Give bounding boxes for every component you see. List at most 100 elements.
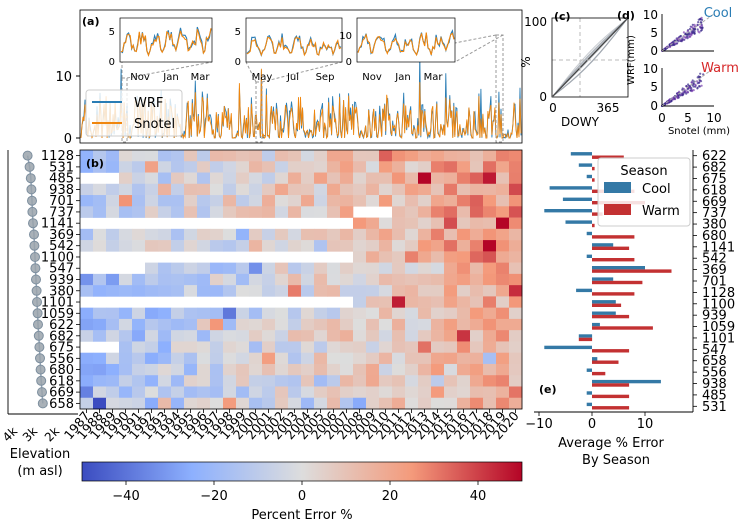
heatmap-station-label: 1128: [41, 149, 74, 164]
heatmap-cell: [405, 386, 419, 399]
panel-e-xlabel-line1: Average % Error: [558, 436, 664, 451]
heatmap-cell: [236, 195, 250, 207]
panel-d-point: [673, 43, 676, 47]
panel-c-frame: [551, 17, 629, 98]
colorbar-tick-label: 40: [470, 489, 487, 504]
heatmap-cell: [431, 352, 445, 365]
heatmap-cell: [275, 318, 289, 331]
heatmap-cell: [418, 273, 432, 286]
heatmap-cell: [249, 240, 263, 252]
zoom-connector: [245, 61, 257, 83]
heatmap-cell: [275, 363, 289, 376]
heatmap-cell: [366, 172, 380, 185]
heatmap-cell: [262, 397, 276, 410]
heatmap-cell: [509, 273, 523, 286]
heatmap-cell: [288, 285, 302, 297]
heatmap-cell: [457, 352, 471, 365]
heatmap-cell: [405, 262, 419, 275]
elevation-point: [33, 319, 43, 330]
heatmap-station-label: 938: [49, 183, 74, 198]
inset-xtick-label: Mar: [424, 72, 444, 83]
heatmap-cell: [405, 363, 419, 376]
panel-d-point: [700, 16, 703, 19]
heatmap-cell: [288, 273, 302, 286]
heatmap-cell: [470, 251, 484, 263]
heatmap-cell: [509, 296, 523, 308]
heatmap-cell: [145, 285, 159, 297]
elevation-point: [29, 240, 40, 251]
heatmap-cell: [145, 183, 159, 196]
heatmap-cell: [197, 386, 211, 399]
heatmap-station-label: 737: [49, 205, 74, 220]
heatmap-cell: [366, 363, 380, 376]
colorbar: −40 −20 0 20 40 Percent Error %: [81, 461, 523, 523]
heatmap-cell: [132, 363, 146, 376]
heatmap-cell: [457, 172, 471, 185]
heatmap-cell: [236, 397, 250, 410]
elevation-point: [35, 353, 45, 364]
panel-d-point: [691, 79, 694, 82]
heatmap-cell: [405, 375, 419, 387]
bar-cool: [544, 345, 592, 350]
heatmap-cell: [340, 183, 354, 196]
panel-d-point: [690, 90, 694, 93]
legend-label-snotel: Snotel: [134, 117, 175, 132]
heatmap-cell: [444, 262, 458, 275]
heatmap-cell: [171, 363, 185, 376]
heatmap-cell: [509, 352, 523, 365]
elevation-point: [28, 218, 38, 229]
heatmap-cell: [366, 352, 380, 365]
heatmap-cell: [210, 206, 224, 218]
panel-d-point: [697, 30, 700, 33]
heatmap-cell: [119, 273, 133, 286]
heatmap-cell: [509, 217, 523, 230]
panel-e-xtick-label: 10: [637, 417, 654, 432]
heatmap-cell: [262, 228, 276, 241]
heatmap-cell: [431, 386, 445, 399]
heatmap-cell: [93, 307, 107, 320]
heatmap-cell: [288, 183, 302, 196]
heatmap-cell: [457, 341, 471, 353]
heatmap-cell: [236, 150, 250, 162]
panel-e-legend-title: Season: [620, 164, 667, 179]
heatmap-cell: [392, 296, 406, 308]
heatmap-cell: [184, 195, 198, 207]
heatmap-cell: [184, 183, 198, 196]
heatmap-cell: [171, 206, 185, 218]
heatmap-cell: [340, 363, 354, 376]
heatmap-cell: [275, 397, 289, 410]
heatmap-cell: [158, 397, 172, 410]
heatmap-cell: [106, 183, 120, 196]
heatmap-cell: [93, 161, 107, 173]
heatmap-cell: [106, 363, 120, 376]
heatmap-cell: [444, 307, 458, 320]
heatmap-cell: [275, 330, 289, 342]
heatmap-cell: [340, 352, 354, 365]
heatmap-cell: [132, 341, 146, 353]
heatmap-cell: [431, 262, 445, 275]
heatmap-cell: [379, 375, 393, 387]
panel-e-station-label: 701: [702, 275, 727, 290]
panel-d-point: [700, 84, 703, 87]
heatmap-cell: [132, 318, 146, 331]
heatmap-cell: [171, 307, 185, 320]
heatmap-cell: [431, 330, 445, 342]
heatmap-cell: [132, 195, 146, 207]
heatmap-cell: [314, 386, 328, 399]
heatmap-cell: [80, 228, 94, 241]
bar-warm: [592, 371, 606, 376]
heatmap-cell: [418, 251, 432, 263]
heatmap-cell: [314, 195, 328, 207]
panel-e-station-label: 369: [702, 263, 727, 278]
panel-label-d: (d): [617, 9, 635, 22]
heatmap-station-label: 1100: [41, 251, 74, 266]
heatmap-cell: [418, 150, 432, 162]
heatmap-cell: [288, 150, 302, 162]
heatmap-cell: [379, 352, 393, 365]
heatmap-cell: [392, 217, 406, 230]
heatmap-cell: [171, 386, 185, 399]
heatmap-cell: [444, 318, 458, 331]
heatmap-cell: [132, 273, 146, 286]
heatmap-cell: [483, 150, 497, 162]
heatmap-cell: [262, 375, 276, 387]
